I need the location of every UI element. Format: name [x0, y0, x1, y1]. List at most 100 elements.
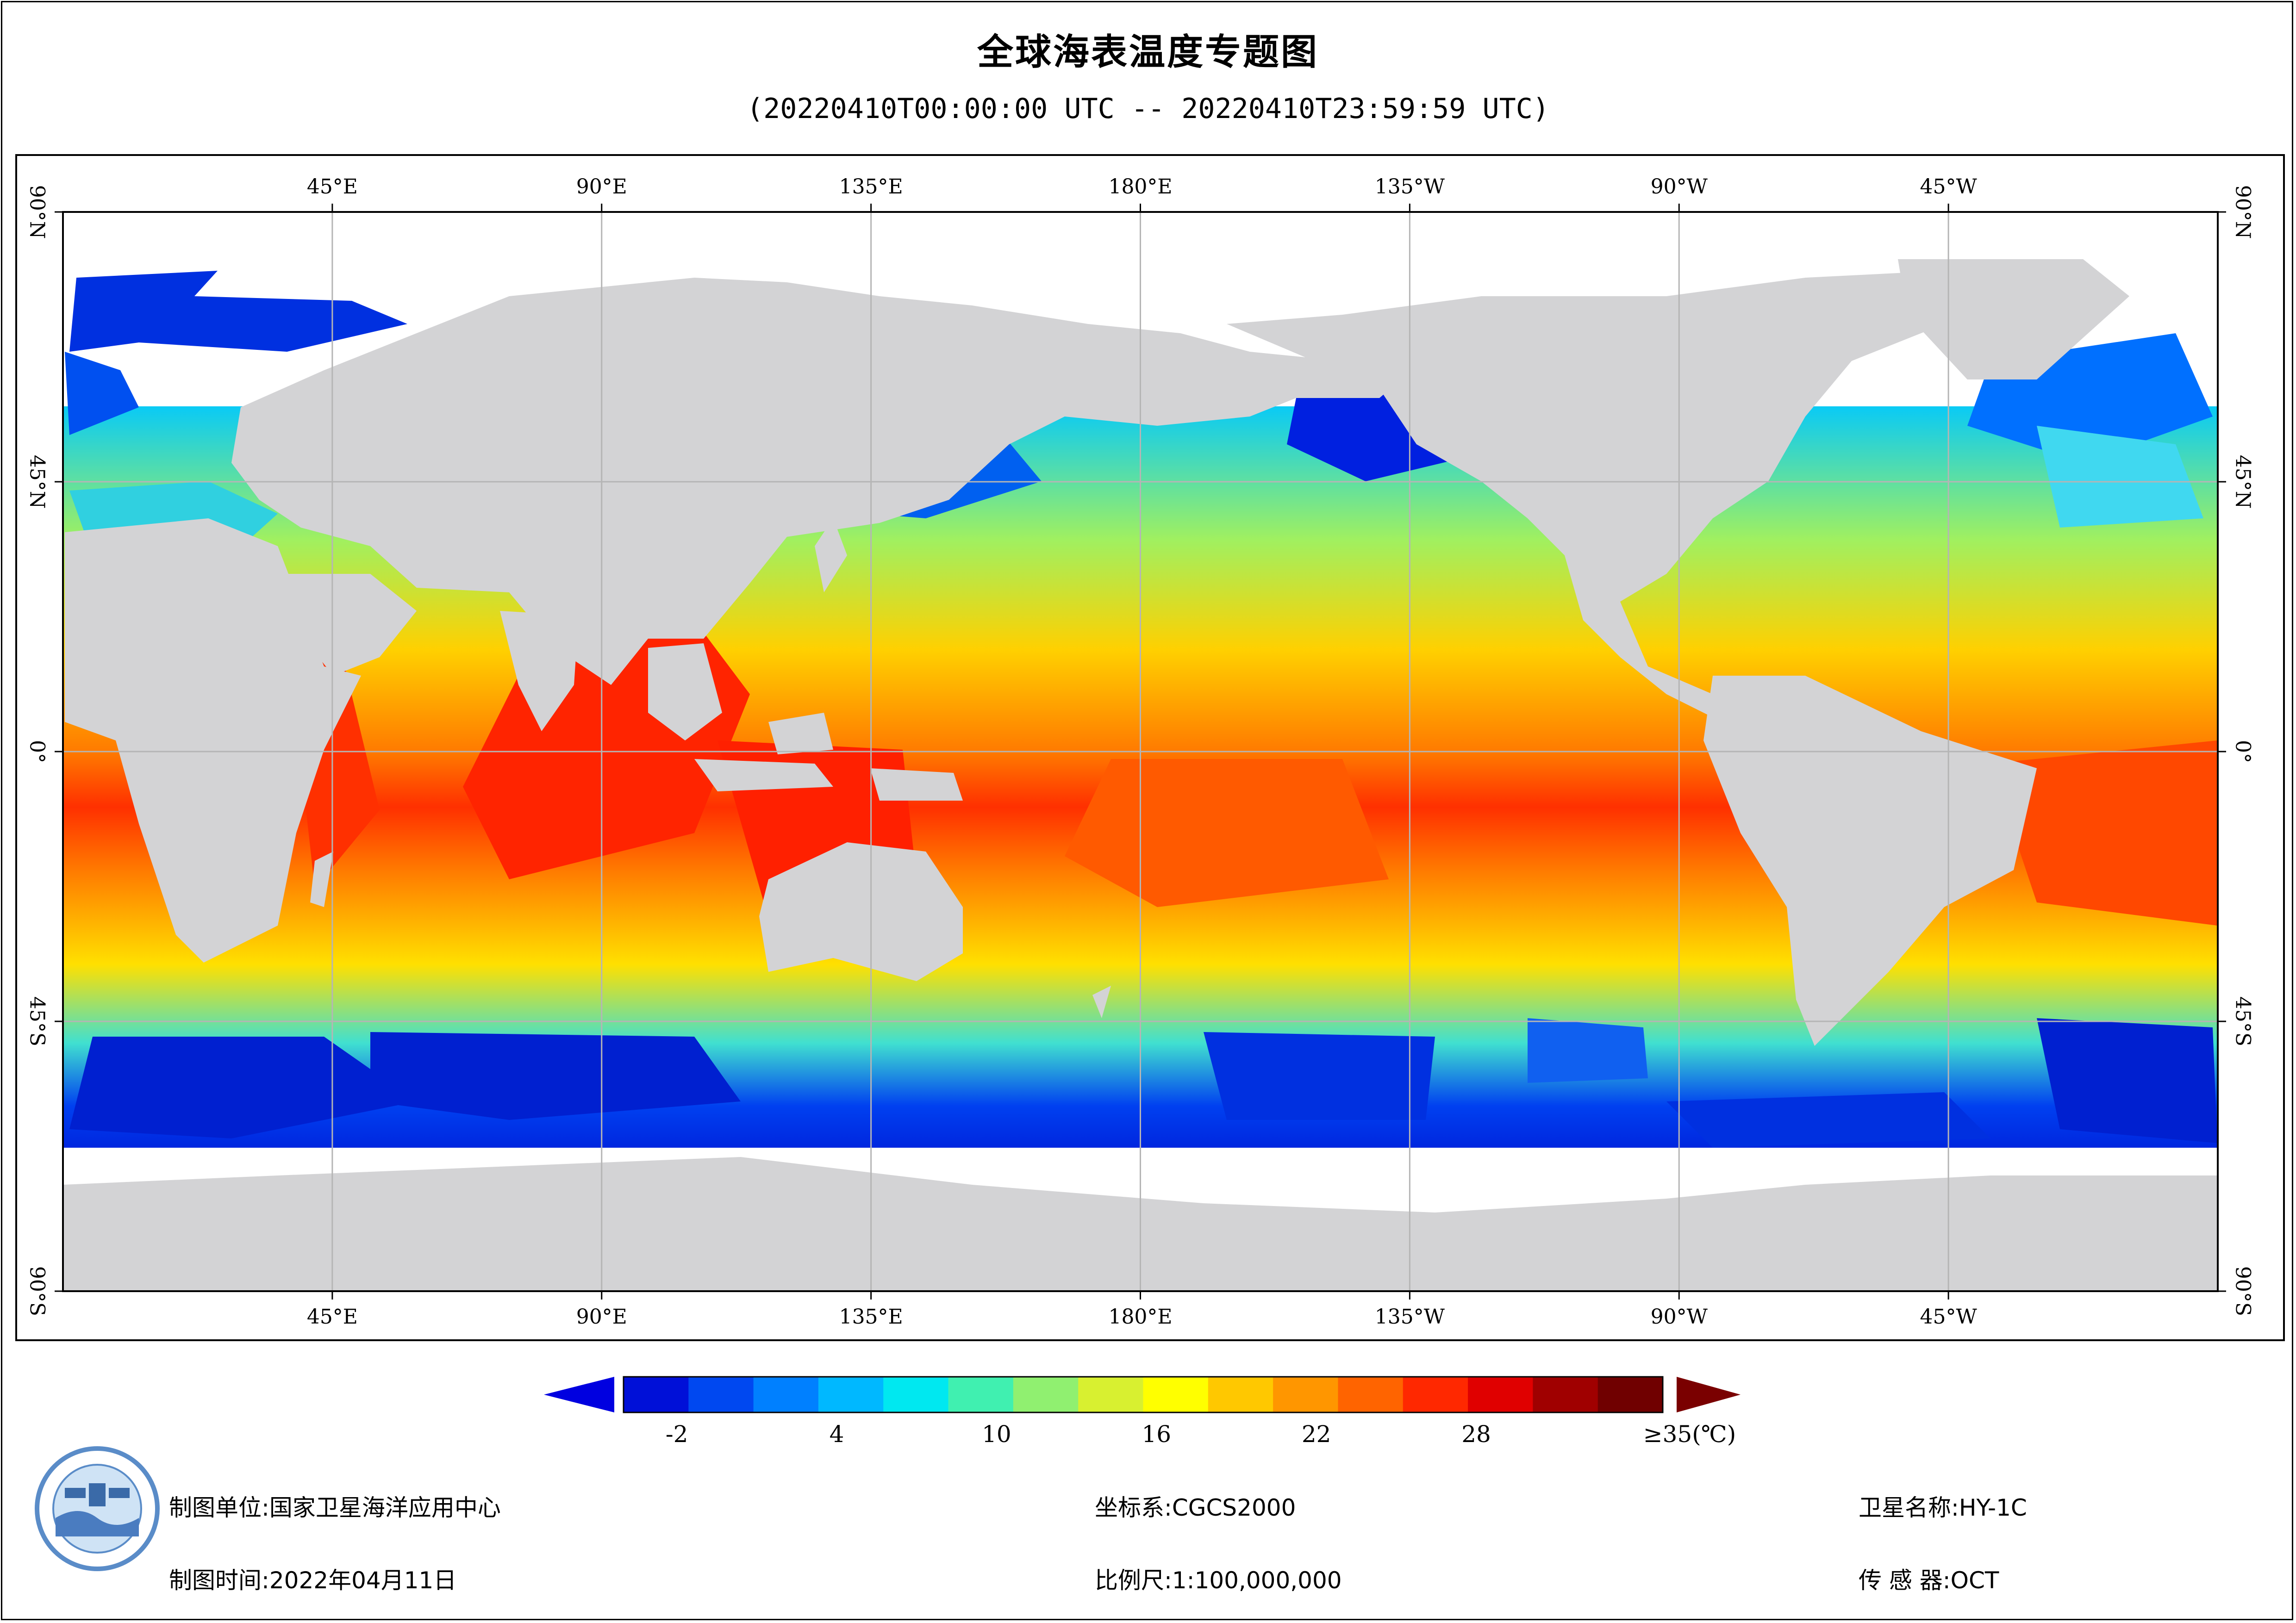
colorbar-segment — [1446, 1377, 1469, 1412]
colorbar-tick-label: 10 — [982, 1421, 1011, 1448]
map-scale: 比例尺:1:100,000,000 — [1095, 1567, 1342, 1594]
colorbar-tick-label: 28 — [1461, 1421, 1491, 1448]
right-lat-label: 90°N — [2231, 185, 2255, 239]
colorbar-segment — [624, 1377, 646, 1412]
colorbar-segment — [1576, 1377, 1598, 1412]
graticule — [63, 212, 2218, 1291]
coordinate-system: 坐标系:CGCS2000 — [1095, 1494, 1296, 1521]
bottom-lon-label: 45°W — [1920, 1305, 1977, 1329]
colorbar-segment — [797, 1377, 819, 1412]
map-frame — [15, 154, 2285, 1341]
colorbar-segment — [1208, 1377, 1230, 1412]
page-title: 全球海表温度专题图 — [977, 31, 1319, 73]
se-asia-land — [648, 643, 722, 740]
colorbar-segment — [992, 1377, 1014, 1412]
colorbar-segment — [775, 1377, 798, 1412]
colorbar-segment — [645, 1377, 668, 1412]
north-america-land — [1227, 268, 2060, 722]
colorbar-segment — [1273, 1377, 1295, 1412]
india-land — [500, 611, 579, 731]
mapping-date: 制图时间:2022年04月11日 — [169, 1567, 457, 1594]
colorbar-segment — [753, 1377, 776, 1412]
colorbar-segment — [731, 1377, 754, 1412]
top-lon-label: 90°W — [1650, 175, 1708, 199]
australia-land — [759, 842, 963, 981]
colorbar-segment — [1035, 1377, 1057, 1412]
colorbar — [544, 1376, 1741, 1413]
left-lat-label: 90°S — [25, 1266, 49, 1317]
colorbar-segment — [1403, 1377, 1425, 1412]
colorbar-segment — [1056, 1377, 1079, 1412]
colorbar-segment — [710, 1377, 732, 1412]
colorbar-segment — [970, 1377, 992, 1412]
left-lat-label: 45°S — [25, 996, 49, 1047]
colorbar-segment — [1316, 1377, 1339, 1412]
colorbar-segment — [1641, 1377, 1663, 1412]
colorbar-segment — [1468, 1377, 1490, 1412]
colorbar-segment — [1619, 1377, 1642, 1412]
left-lat-label: 90°N — [25, 185, 49, 239]
colorbar-segment — [1013, 1377, 1036, 1412]
colorbar-under-arrow — [544, 1377, 614, 1412]
colorbar-tick-label: 22 — [1301, 1421, 1331, 1448]
colorbar-segment — [1381, 1377, 1404, 1412]
colorbar-segment — [1143, 1377, 1166, 1412]
colorbar-tick-label: -2 — [665, 1421, 688, 1448]
mapping-unit: 制图单位:国家卫星海洋应用中心 — [169, 1494, 501, 1521]
colorbar-segment — [861, 1377, 884, 1412]
colorbar-segment — [1251, 1377, 1274, 1412]
africa-land — [65, 518, 361, 963]
time-range-subtitle: (20220410T00:00:00 UTC -- 20220410T23:59… — [747, 93, 1549, 125]
colorbar-segment — [1554, 1377, 1577, 1412]
colorbar-segment — [1186, 1377, 1209, 1412]
colorbar-segment — [948, 1377, 971, 1412]
satellite-name: 卫星名称:HY-1C — [1859, 1494, 2027, 1521]
right-lat-label: 90°S — [2231, 1266, 2255, 1317]
bottom-lon-label: 135°W — [1374, 1305, 1445, 1329]
tick-marks — [55, 204, 2226, 1300]
left-lat-label: 45°N — [25, 454, 49, 509]
bottom-lon-label: 180°E — [1108, 1305, 1173, 1329]
left-lat-label: 0° — [25, 740, 49, 763]
top-lon-label: 135°E — [839, 175, 903, 199]
colorbar-over-arrow — [1677, 1377, 1741, 1412]
right-lat-label: 0° — [2231, 740, 2255, 763]
colorbar-segment — [1338, 1377, 1360, 1412]
colorbar-segment — [1099, 1377, 1122, 1412]
colorbar-segment — [840, 1377, 862, 1412]
bottom-lon-label: 135°E — [839, 1305, 903, 1329]
right-lat-label: 45°N — [2231, 454, 2255, 509]
colorbar-segment — [883, 1377, 906, 1412]
colorbar-segment — [1511, 1377, 1534, 1412]
colorbar-tick-label: 16 — [1142, 1421, 1172, 1448]
bottom-lon-label: 45°E — [306, 1305, 358, 1329]
colorbar-segment — [926, 1377, 949, 1412]
colorbar-segment — [905, 1377, 927, 1412]
colorbar-segment — [818, 1377, 841, 1412]
colorbar-segment — [1489, 1377, 1512, 1412]
colorbar-segment — [1165, 1377, 1187, 1412]
colorbar-segment — [1424, 1377, 1447, 1412]
colorbar-segment — [1533, 1377, 1555, 1412]
colorbar-frame — [623, 1376, 1664, 1413]
colorbar-tick-label: ≥35(℃) — [1643, 1421, 1736, 1448]
top-lon-label: 45°E — [306, 175, 358, 199]
colorbar-tick-label: 4 — [829, 1421, 844, 1448]
greenland-land — [1898, 259, 2129, 379]
sensor-name: 传 感 器:OCT — [1859, 1567, 1999, 1594]
colorbar-segment — [1229, 1377, 1252, 1412]
bottom-lon-label: 90°E — [576, 1305, 627, 1329]
colorbar-segment — [1078, 1377, 1100, 1412]
colorbar-segment — [688, 1377, 711, 1412]
noc-logo — [35, 1446, 160, 1571]
arabia-land — [287, 574, 417, 676]
top-lon-label: 90°E — [576, 175, 627, 199]
colorbar-segment — [1121, 1377, 1144, 1412]
colorbar-segment — [1360, 1377, 1382, 1412]
south-america-land — [1703, 676, 2037, 1046]
bottom-lon-label: 90°W — [1650, 1305, 1708, 1329]
colorbar-segment — [667, 1377, 689, 1412]
colorbar-segment — [1597, 1377, 1620, 1412]
